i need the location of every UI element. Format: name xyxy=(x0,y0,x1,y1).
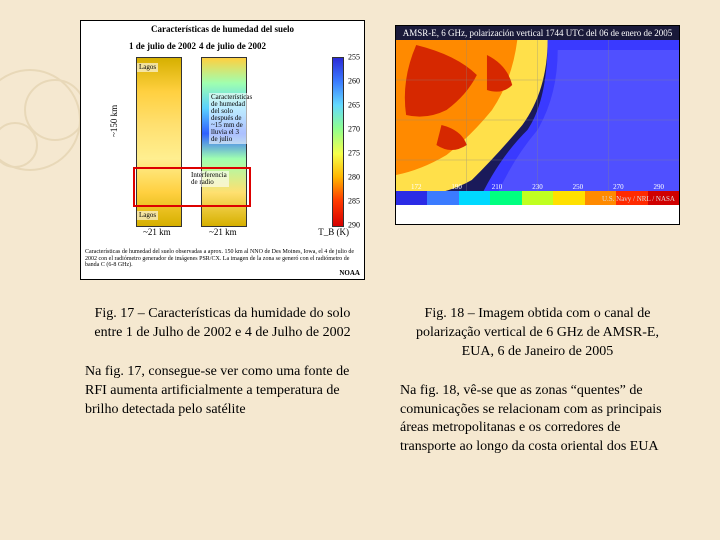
cb-tick-2: 265 xyxy=(348,101,360,110)
fig17-xlabel-2: ~21 km xyxy=(209,227,237,237)
sl-2: 210 xyxy=(492,183,503,191)
fig17-attrib: NOAA xyxy=(339,269,360,277)
fig18-caption: Fig. 18 – Imagem obtida com o canal de p… xyxy=(395,305,680,362)
cb-tick-0: 255 xyxy=(348,53,360,62)
sl-0: 172 xyxy=(411,183,422,191)
fig17-caption: Fig. 17 – Características da humidade do… xyxy=(80,305,365,343)
fig17-date1: 1 de julio de 2002 xyxy=(129,41,196,51)
right-column: AMSR-E, 6 GHz, polarización vertical 174… xyxy=(395,20,680,510)
sl-6: 290 xyxy=(653,183,664,191)
fig18-svg xyxy=(396,40,679,205)
cb-tick-7: 290 xyxy=(348,221,360,230)
fig17-ylabel: ~150 km xyxy=(109,105,119,137)
cb-tick-1: 260 xyxy=(348,77,360,86)
fig17-annot-caract: Características de humedad del solo desp… xyxy=(209,93,254,144)
fig17-plot: 1 de julio de 2002 4 de julio de 2002 La… xyxy=(81,37,364,247)
figure-18: AMSR-E, 6 GHz, polarización vertical 174… xyxy=(395,25,680,225)
left-column: Características de humedad del suelo 1 d… xyxy=(80,20,365,510)
fig18-scale-labels: 172 190 210 230 250 270 290 xyxy=(396,183,679,191)
cb-tick-6: 285 xyxy=(348,197,360,206)
figure-17: Características de humedad del suelo 1 d… xyxy=(80,20,365,280)
fig17-xlabel-1: ~21 km xyxy=(143,227,171,237)
cb-tick-5: 280 xyxy=(348,173,360,182)
slide-content: Características de humedad del suelo 1 d… xyxy=(0,0,720,540)
right-body-text: Na fig. 18, vê-se que as zonas “quentes”… xyxy=(395,382,680,458)
fig17-colorbar xyxy=(332,57,344,227)
sl-1: 190 xyxy=(451,183,462,191)
fig18-credit: U.S. Navy / NRL / NASA xyxy=(602,195,675,203)
left-body-text: Na fig. 17, consegue-se ver como uma fon… xyxy=(80,363,365,420)
cb-tick-3: 270 xyxy=(348,125,360,134)
cb-tick-4: 275 xyxy=(348,149,360,158)
fig17-annot-lagos2: Lagos xyxy=(137,211,158,220)
fig18-title: AMSR-E, 6 GHz, polarización vertical 174… xyxy=(396,26,679,40)
fig17-annot-interf: Interferencia de radio xyxy=(189,171,229,187)
fig18-map: 172 190 210 230 250 270 290 U.S. Navy / … xyxy=(396,40,679,205)
sl-5: 270 xyxy=(613,183,624,191)
sl-3: 230 xyxy=(532,183,543,191)
fig17-tb-label: T_B (K) xyxy=(318,227,349,237)
fig17-date2: 4 de julio de 2002 xyxy=(199,41,266,51)
fig17-annot-lagos1: Lagos xyxy=(137,63,158,72)
fig17-footer: Características de humedad del suelo obs… xyxy=(81,247,364,271)
fig17-title: Características de humedad del suelo xyxy=(81,21,364,37)
sl-4: 250 xyxy=(573,183,584,191)
